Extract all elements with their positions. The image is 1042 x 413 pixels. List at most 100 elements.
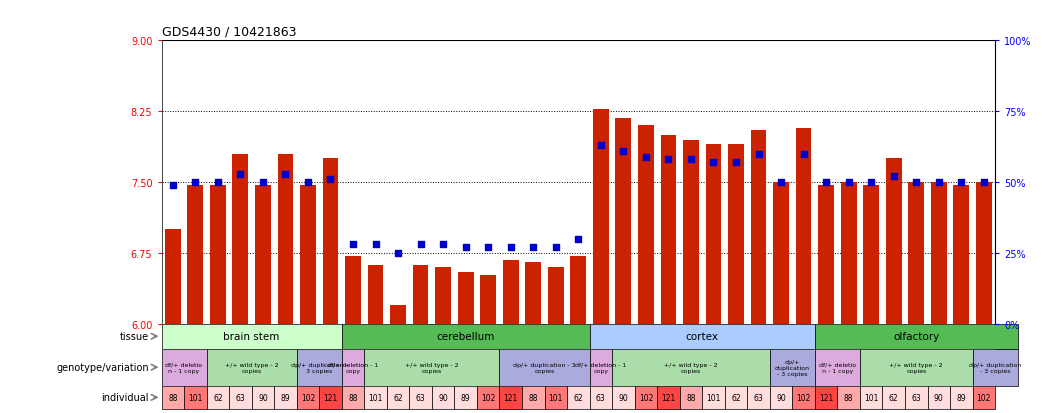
Bar (368, 266, 383, 324)
Point (615, 148, 631, 155)
Point (975, 179, 992, 186)
Bar (251, 386, 274, 409)
Text: olfactory: olfactory (893, 331, 940, 342)
Bar (319, 386, 342, 409)
Point (209, 179, 226, 186)
Text: 90: 90 (439, 393, 448, 402)
Bar (860, 349, 972, 386)
Bar (410, 386, 431, 409)
Bar (274, 386, 297, 409)
Bar (229, 386, 251, 409)
Text: cortex: cortex (686, 331, 719, 342)
Point (367, 242, 383, 248)
Bar (431, 386, 454, 409)
Bar (750, 131, 767, 324)
Point (187, 179, 203, 186)
Bar (522, 386, 545, 409)
Text: +/+ wild type - 2
copies: +/+ wild type - 2 copies (890, 362, 943, 373)
Text: +/+ wild type - 2
copies: +/+ wild type - 2 copies (405, 362, 458, 373)
Text: 62: 62 (393, 393, 403, 402)
Bar (747, 386, 770, 409)
Bar (297, 386, 319, 409)
Point (232, 171, 249, 178)
Bar (342, 386, 365, 409)
Bar (255, 185, 271, 324)
Point (570, 236, 587, 242)
Bar (841, 183, 857, 324)
Bar (702, 386, 725, 409)
Bar (206, 349, 297, 386)
Point (322, 176, 339, 183)
Point (953, 179, 970, 186)
Text: 101: 101 (706, 393, 721, 402)
Text: tissue: tissue (120, 331, 149, 342)
Bar (593, 110, 609, 324)
Bar (188, 185, 203, 324)
Point (795, 151, 812, 158)
Bar (815, 349, 860, 386)
Bar (454, 386, 477, 409)
Text: genotype/variation: genotype/variation (56, 362, 149, 373)
Point (638, 154, 654, 161)
Bar (770, 386, 792, 409)
Text: 63: 63 (235, 393, 245, 402)
Point (683, 157, 699, 164)
Text: 102: 102 (796, 393, 811, 402)
Bar (209, 185, 226, 324)
Text: 90: 90 (619, 393, 628, 402)
Point (435, 242, 451, 248)
Text: 121: 121 (819, 393, 834, 402)
Point (165, 182, 181, 189)
Text: 102: 102 (976, 393, 991, 402)
Bar (792, 386, 815, 409)
Bar (525, 263, 541, 324)
Text: df/+ deletion - 1
copy: df/+ deletion - 1 copy (575, 362, 626, 373)
Bar (972, 349, 1018, 386)
Bar (815, 324, 1018, 349)
Text: 89: 89 (957, 393, 966, 402)
Text: 62: 62 (731, 393, 741, 402)
Bar (905, 386, 927, 409)
Text: 102: 102 (301, 393, 315, 402)
Bar (345, 256, 361, 324)
Text: df/+ deletio
n - 1 copy: df/+ deletio n - 1 copy (166, 362, 202, 373)
Bar (770, 349, 815, 386)
Text: GDS4430 / 10421863: GDS4430 / 10421863 (162, 26, 296, 39)
Text: dp/+ duplication
- 3 copies: dp/+ duplication - 3 copies (969, 362, 1021, 373)
Bar (499, 386, 522, 409)
Bar (635, 386, 658, 409)
Text: 101: 101 (864, 393, 878, 402)
Point (773, 179, 790, 186)
Bar (953, 185, 969, 324)
Bar (300, 185, 316, 324)
Bar (773, 183, 789, 324)
Text: 62: 62 (573, 393, 584, 402)
Bar (612, 349, 770, 386)
Bar (815, 386, 838, 409)
Bar (232, 154, 248, 324)
Bar (436, 268, 451, 324)
Bar (480, 275, 496, 324)
Text: 62: 62 (213, 393, 223, 402)
Text: 63: 63 (596, 393, 605, 402)
Text: 63: 63 (753, 393, 764, 402)
Point (840, 179, 857, 186)
Bar (162, 386, 184, 409)
Bar (277, 154, 293, 324)
Text: df/+ deletion - 1
copy: df/+ deletion - 1 copy (327, 362, 378, 373)
Bar (165, 230, 180, 324)
Point (457, 244, 474, 251)
Point (886, 174, 902, 180)
Bar (796, 129, 812, 324)
Text: 101: 101 (189, 393, 202, 402)
Bar (548, 268, 564, 324)
Bar (883, 386, 905, 409)
Point (727, 159, 744, 166)
Text: 121: 121 (503, 393, 518, 402)
Bar (323, 159, 339, 324)
Text: +/+ wild type - 2
copies: +/+ wild type - 2 copies (664, 362, 718, 373)
Bar (886, 159, 901, 324)
Bar (684, 140, 699, 324)
Text: 101: 101 (369, 393, 382, 402)
Bar (864, 185, 879, 324)
